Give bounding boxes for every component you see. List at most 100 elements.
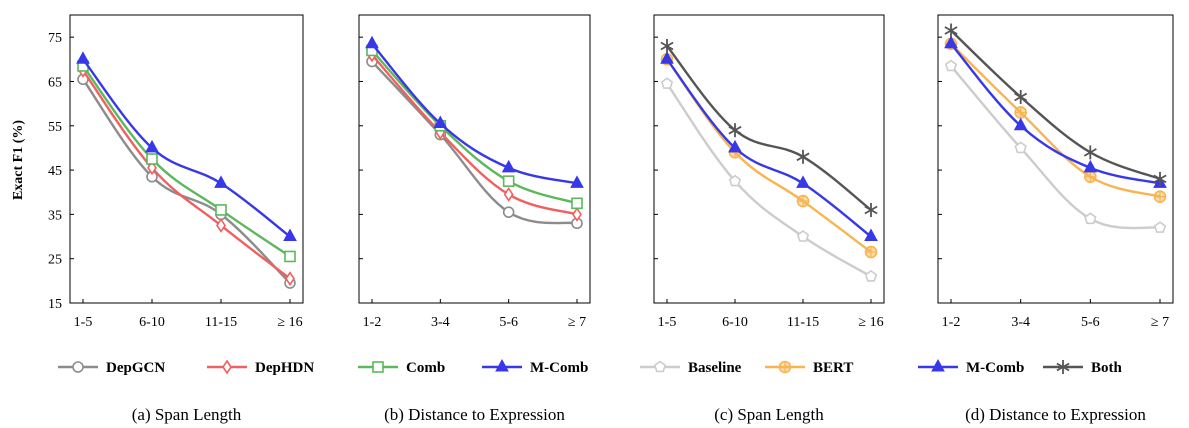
series-m-comb [365,35,584,188]
data-point-m-comb [796,175,810,188]
legend-marker [222,359,232,375]
x-tick-label: 6-10 [139,315,165,330]
chart-panel-4: 1-2 3-4 5-6 ≥ 7 (d) Distance to Expression [937,14,1174,424]
plot-frame [69,14,304,304]
series-m-comb [944,35,1167,188]
series-line-depgcn [371,60,578,225]
y-tick-label: 55 [48,120,62,135]
legend-label: Baseline [688,360,742,376]
series-line-m-comb [371,43,578,185]
data-point-m-comb [728,139,742,153]
data-point-comb [571,197,583,210]
x-tick-label: 11-15 [205,315,237,330]
series-line-m-comb [666,58,872,238]
data-point-bert [864,245,878,259]
legend-item-m-comb: M-Comb [918,358,1024,376]
series-line-comb [82,65,291,258]
data-point-m-comb [570,175,584,188]
legend-label: Comb [406,360,445,376]
data-point-m-comb [944,35,958,49]
legend-marker [778,360,792,374]
x-tick-label: 1-5 [658,315,677,330]
legend-item-comb: Comb [358,360,445,376]
series-line-m-comb [82,58,291,238]
series-baseline [944,59,1167,233]
y-axis-label: Exact F1 (%) [11,120,26,200]
legend-marker [495,358,509,372]
plot-frame [358,14,591,304]
data-point-m-comb [864,228,878,242]
data-point-m-comb [214,175,228,188]
legend-item-depgcn: DepGCN [58,360,165,376]
series-line-dephdn [371,54,578,216]
data-point-comb [502,175,515,187]
data-point-baseline [728,174,742,187]
legend-marker [1056,360,1070,374]
data-point-m-comb [365,35,379,49]
series-both [944,23,1167,186]
data-point-baseline [944,59,958,72]
data-point-m-comb [1083,159,1098,173]
series-line-baseline [950,65,1161,230]
data-point-comb [146,153,158,165]
data-point-bert [796,194,810,208]
y-tick-label: 75 [48,31,62,46]
legend-marker [931,358,945,372]
chart-panel-3: 1-5 6-10 11-15 ≥ 16 (c) Span Length [653,14,885,424]
data-point-bert [1084,170,1097,184]
x-tick-label: ≥ 16 [858,315,883,330]
data-point-comb [215,204,227,216]
y-tick-label: 35 [48,208,62,223]
series-baseline [660,77,878,282]
data-point-both [1083,145,1097,160]
y-tick-label: 15 [48,297,62,312]
data-point-m-comb [660,51,674,64]
data-point-dephdn [572,206,582,222]
y-tick-label: 65 [48,75,62,90]
series-m-comb [660,51,878,242]
series-both [660,39,878,217]
data-point-m-comb [76,51,90,64]
data-point-both [1153,171,1167,186]
data-point-baseline [1014,141,1027,154]
series-line-dephdn [82,69,291,280]
legend-marker [372,361,384,373]
series-dephdn [367,47,582,222]
x-tick-label: 1-2 [363,315,382,330]
x-tick-label: 11-15 [787,315,819,330]
chart-panel-1: 15 25 35 45 55 65 75 1-5 6-10 11-15 ≥ 16 (a) Span L… [48,14,304,424]
x-tick-label: 5-6 [1081,315,1100,330]
x-tick-label: 1-2 [942,315,961,330]
legend-item-baseline: Baseline [640,360,742,376]
series-depgcn [366,55,583,230]
series-bert [944,37,1167,203]
x-tick-label: ≥ 7 [568,315,586,330]
data-point-baseline [1153,221,1167,233]
x-tick-label: ≥ 7 [1151,315,1169,330]
data-point-both [660,39,674,53]
plot-frame [653,14,885,304]
data-point-baseline [1084,212,1097,225]
y-tick-label: 25 [48,253,62,268]
data-point-both [864,203,878,217]
data-point-bert [1153,190,1167,203]
y-tick-label: 45 [48,164,62,179]
data-point-dephdn [216,218,226,233]
series-line-m-comb [950,43,1161,185]
series-line-both [950,29,1161,181]
x-tick-label: 5-6 [499,315,518,330]
legend-label: M-Comb [530,360,588,376]
series-m-comb [76,51,297,242]
x-tick-label: 3-4 [431,315,450,330]
panel-caption: (c) Span Length [714,405,824,424]
data-point-baseline [796,230,810,242]
legend-item-bert: BERT [765,360,853,376]
series-comb [77,60,296,263]
series-line-baseline [666,82,872,278]
legend-marker [653,360,667,373]
panel-caption: (b) Distance to Expression [384,405,565,424]
legend-item-m-comb: M-Comb [482,358,588,376]
chart-panel-2: 1-2 3-4 5-6 ≥ 7 (b) Distance to Expression [358,14,591,424]
data-point-bert [1014,106,1027,119]
